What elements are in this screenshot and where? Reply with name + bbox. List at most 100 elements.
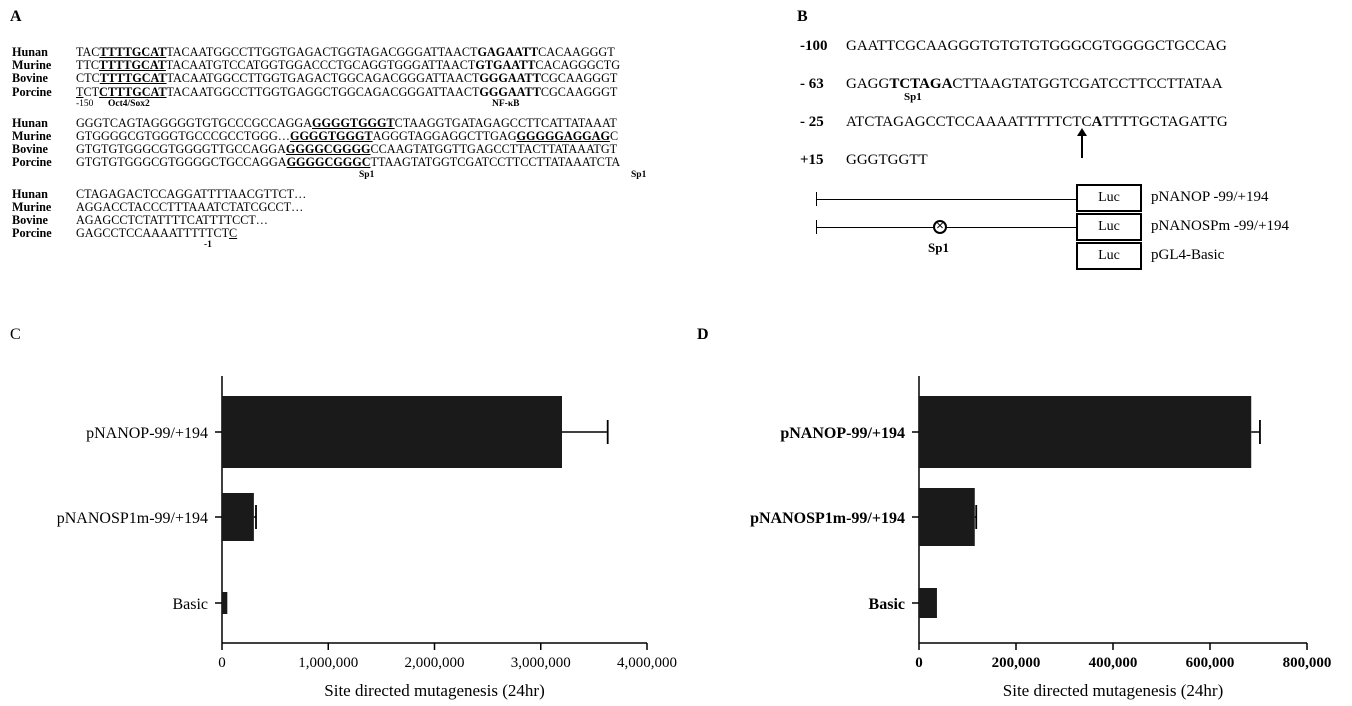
x-axis-label: Site directed mutagenesis (24hr) [324,681,544,700]
category-label: pNANOSP1m-99/+194 [57,510,208,527]
alignment-block-1: Hunan TACTTTTGCATTACAATGGCCTTGGTGAGACTGGT… [12,45,752,99]
sequence-alignment: Hunan TACTTTTGCATTACAATGGCCTTGGTGAGACTGGT… [12,45,752,252]
sequence-segment: CCAAGTATGGTTGAGCCTTACTTATAAATGT [370,142,618,157]
position-label: -100 [800,38,828,54]
luc-box: Luc [1076,184,1142,212]
species-label: Murine [12,58,52,73]
sequence-segment: CTTAAGTATGGTCGATCCTTCCTTATAA [952,76,1223,92]
sequence-row: Hunan CTAGAGACTCCAGGATTTTAACGTTCT… [12,186,752,201]
x-tick-label: 0 [218,655,226,671]
species-label: Hunan [12,45,48,59]
sequence-segment: TTTTGCAT [99,58,166,73]
sp1-site-label: Sp1 [904,91,922,103]
promoter-sequence-line: - 63 GAGGTCTAGACTTAAGTATGGTCGATCCTTCCTTAT… [800,76,1223,93]
sequence-segment: CT [83,84,100,99]
sequence-segment: CGCAAGGGT [540,71,618,86]
sequence-segment: CGCAAGGGT [540,84,618,99]
sequence-segment: CACAGGGCTG [535,58,621,73]
sp1-site-label-2: Sp1 [631,169,647,180]
sequence-segment: TACAATGTCCATGGTGGACCCTGCAGGTGGGATTAACT [165,58,476,73]
oct4-sox2-label: Oct4/Sox2 [108,98,150,109]
sequence-segment: C [609,128,619,143]
sequence-segment: GGGTGGTT [846,152,928,168]
x-tick-label: 3,000,000 [511,655,571,671]
species-label: Porcine [12,226,52,241]
promoter-sequence-line: - 25 ATCTAGAGCCTCCAAAATTTTTCTCATTTTGCTAGA… [800,114,1228,131]
promoter-sequence-line: -100 GAATTCGCAAGGGTGTGTGTGGGCGTGGGGCTGCCA… [800,38,1227,55]
bar [222,493,254,541]
species-label: Hunan [12,115,48,130]
sequence-row: Bovine AGAGCCTCTATTTTCATTTTCCT… [12,212,752,227]
alignment-block-3: Hunan CTAGAGACTCCAGGATTTTAACGTTCT… Murine A… [12,186,752,241]
sequence-segment: ATCTAGAGCCTCCAAAATTTTTCTC [846,114,1092,130]
sequence-row: Porcine GAGCCTCCAAAATTTTTCTC [12,226,752,241]
sequence-segment: GGGGCGGGC [286,155,371,170]
bar [919,488,975,546]
sequence-segment: GTGGGGCGTGGGTGCCCGCCTGGG… [76,128,290,143]
position-label: - 25 [800,114,824,130]
luc-box: Luc [1076,213,1142,241]
alignment-annotations-2: Sp1 Sp1 [12,170,752,182]
sequence-segment: TAC [76,45,100,59]
category-label: pNANOP-99/+194 [86,425,208,442]
bar [222,396,562,468]
sequence-segment: TCTAGA [889,76,953,92]
luc-box: Luc [1076,242,1142,270]
construct-name: pGL4-Basic [1151,247,1225,263]
construct-name: pNANOSPm -99/+194 [1151,218,1290,234]
species-label: Bovine [12,212,48,227]
bar-chart-c: 0 1,000,000 2,000,000 3,000,000 4,000,000 pNA… [57,376,677,700]
sequence-segment: TTTTGCTAGATTG [1102,114,1228,130]
alignment-annotations-1: -150 Oct4/Sox2 NF-κB [12,99,752,111]
species-label: Bovine [12,142,48,157]
sequence-segment: GAGAATT [477,45,539,59]
position-label: -150 [76,98,94,109]
sequence-segment: AGAGCCTCTATTTTCATTTTCCT… [76,212,268,227]
sequence-segment: GGGGTGGGT [289,128,373,143]
position-label: +15 [800,152,824,168]
x-tick-label: 0 [915,655,923,671]
nfkb-label: NF-κB [492,98,520,109]
sequence-segment: TTAAGTATGGTCGATCCTTCCTTATAAATCTA [370,155,621,170]
x-tick-label: 1,000,000 [298,655,358,671]
sequence-segment: TACAATGGCCTTGGTGAGGCTGGCAGACGGGATTAACT [166,84,480,99]
sequence-row: Hunan TACTTTTGCATTACAATGGCCTTGGTGAGACTGGT… [12,45,752,59]
sequence-row: Bovine GTGTGTGGGCGTGGGGTTGCCAGGAGGGGCGGGG… [12,142,752,157]
sp1-site-label: Sp1 [359,169,375,180]
sequence-segment: TTTTGCAT [99,45,167,59]
sequence-row: Murine AGGACCTACCCTTTAAATCTATCGCCT… [12,200,752,214]
species-label: Hunan [12,186,48,201]
sequence-segment: GAATTCGCAAGGGTGTGTGTGGGCGTGGGGCTGCCAG [846,38,1227,54]
sequence-segment: GGGGCGGGG [285,142,371,157]
sequence-segment: GGGAATT [479,71,541,86]
sequence-segment: TACAATGGCCTTGGTGAGACTGGCAGACGGGATTAACT [166,71,480,86]
x-tick-label: 400,000 [1089,655,1138,671]
panel-a-label: A [10,8,22,25]
sequence-row: Porcine TCTCTTTGCATTACAATGGCCTTGGTGAGGCTG… [12,84,752,99]
sequence-segment: GTGAATT [475,58,536,73]
sequence-row: Murine GTGGGGCGTGGGTGCCCGCCTGGG…GGGGTGGGT… [12,128,752,143]
promoter-sequence-line: +15 GGGTGGTT [800,152,928,169]
panel-d-label: D [697,326,709,343]
x-tick-label: 600,000 [1186,655,1235,671]
x-axis-label: Site directed mutagenesis (24hr) [1003,681,1223,700]
sequence-segment: T [76,84,84,99]
sequence-segment: GGGAATT [479,84,541,99]
sequence-row: Bovine CTCTTTTGCATTACAATGGCCTTGGTGAGACTGG… [12,72,752,85]
x-tick-label: 2,000,000 [405,655,465,671]
x-tick-label: 800,000 [1283,655,1332,671]
category-label: Basic [869,596,905,613]
sequence-segment: TTTTGCAT [99,71,167,86]
sequence-segment: TTC [76,58,100,73]
alignment-block-2: Hunan GGGTCAGTAGGGGGTGTGCCCGCCAGGAGGGGTGG… [12,115,752,170]
x-tick-label: 200,000 [992,655,1041,671]
species-label: Murine [12,128,52,143]
sequence-segment: GAGG [846,76,890,92]
sequence-segment: A [1091,114,1103,130]
category-label: pNANOP-99/+194 [780,425,905,442]
position-label-end: -1 [204,240,212,251]
sequence-segment: C [229,226,238,241]
panel-b-label: B [797,8,808,25]
sequence-segment: CTTTGCAT [99,84,167,99]
panel-c-label: C [10,326,21,343]
